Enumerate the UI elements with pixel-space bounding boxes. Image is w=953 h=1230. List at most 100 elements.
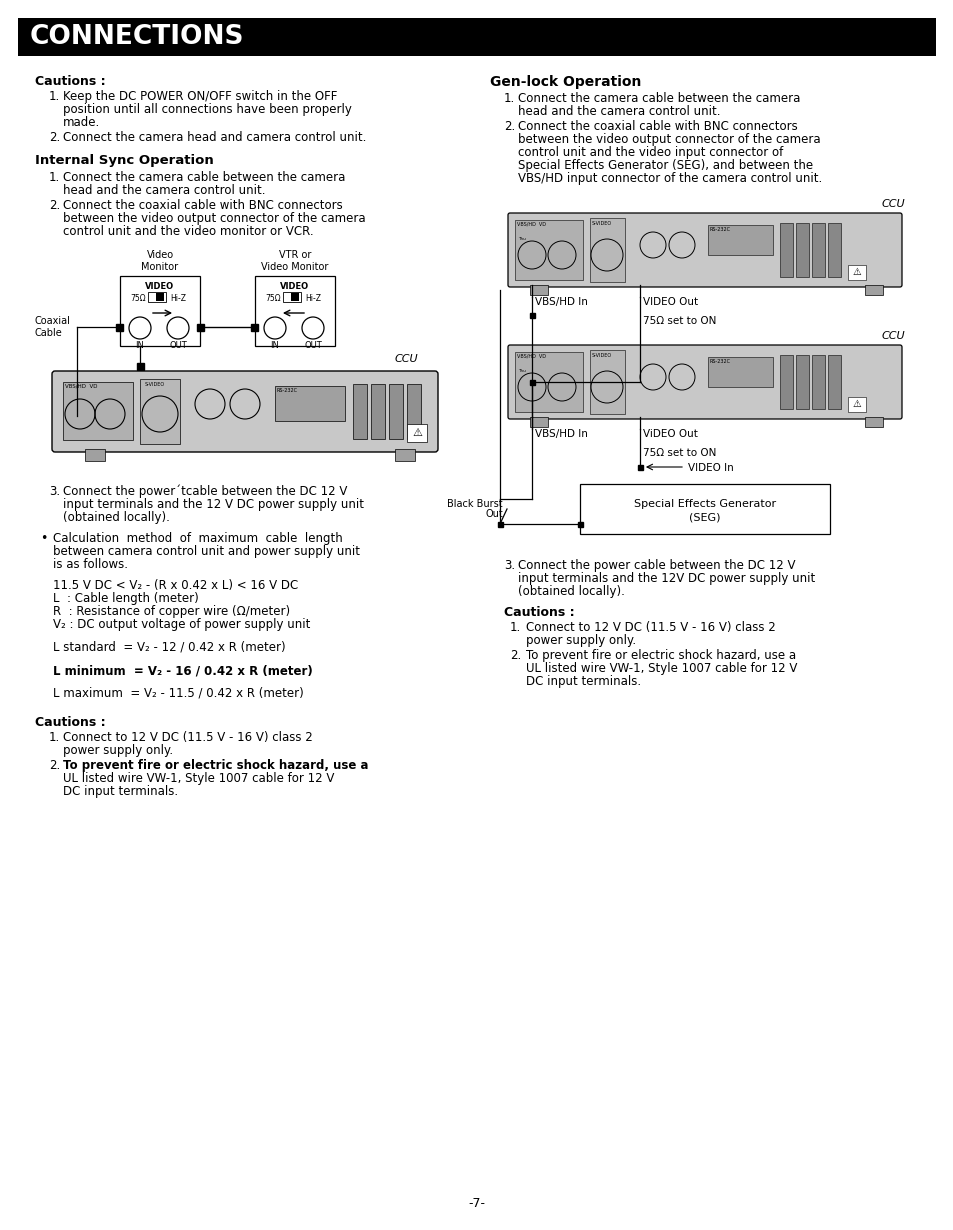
FancyBboxPatch shape (196, 323, 204, 331)
FancyBboxPatch shape (52, 371, 437, 451)
FancyBboxPatch shape (707, 357, 772, 387)
Text: is as follows.: is as follows. (53, 558, 128, 571)
FancyBboxPatch shape (63, 383, 132, 440)
Text: L minimum  = V₂ - 16 / 0.42 x R (meter): L minimum = V₂ - 16 / 0.42 x R (meter) (53, 664, 313, 676)
Text: head and the camera control unit.: head and the camera control unit. (63, 184, 265, 197)
Text: Connect the camera cable between the camera: Connect the camera cable between the cam… (517, 92, 800, 105)
Text: IN: IN (271, 341, 279, 351)
Text: -7-: -7- (468, 1197, 485, 1210)
Text: Cautions :: Cautions : (35, 716, 106, 729)
Text: power supply only.: power supply only. (525, 633, 636, 647)
Text: S-VIDEO: S-VIDEO (145, 383, 165, 387)
FancyBboxPatch shape (589, 218, 624, 282)
Text: Cautions :: Cautions : (35, 75, 106, 89)
Text: Cautions :: Cautions : (503, 606, 574, 619)
Text: VBS/HD  VD: VBS/HD VD (65, 384, 97, 389)
Text: Connect the coaxial cable with BNC connectors: Connect the coaxial cable with BNC conne… (517, 121, 797, 133)
Text: DC input terminals.: DC input terminals. (525, 675, 640, 688)
Text: VBS/HD  VD: VBS/HD VD (517, 354, 545, 359)
Text: RS-232C: RS-232C (709, 228, 730, 232)
FancyBboxPatch shape (116, 323, 123, 331)
Text: 2.: 2. (49, 199, 60, 212)
FancyBboxPatch shape (274, 386, 345, 421)
FancyBboxPatch shape (827, 223, 841, 277)
Text: Special Effects Generator (SEG), and between the: Special Effects Generator (SEG), and bet… (517, 159, 812, 172)
Text: 1.: 1. (49, 171, 60, 184)
Text: input terminals and the 12V DC power supply unit: input terminals and the 12V DC power sup… (517, 572, 815, 585)
Text: 3.: 3. (503, 558, 515, 572)
Text: 11.5 V DC < V₂ - (R x 0.42 x L) < 16 V DC: 11.5 V DC < V₂ - (R x 0.42 x L) < 16 V D… (53, 579, 298, 592)
Text: L  : Cable length (meter): L : Cable length (meter) (53, 592, 198, 605)
FancyBboxPatch shape (811, 355, 824, 410)
FancyBboxPatch shape (85, 449, 105, 461)
Text: between camera control unit and power supply unit: between camera control unit and power su… (53, 545, 359, 558)
FancyBboxPatch shape (389, 384, 402, 439)
FancyBboxPatch shape (530, 312, 535, 319)
Text: made.: made. (63, 116, 100, 129)
FancyBboxPatch shape (407, 424, 427, 442)
Text: RS-232C: RS-232C (709, 359, 730, 364)
FancyBboxPatch shape (120, 276, 200, 346)
Text: Hi-Z: Hi-Z (305, 294, 320, 303)
FancyBboxPatch shape (283, 292, 301, 303)
FancyBboxPatch shape (579, 483, 829, 534)
Text: VIDEO: VIDEO (145, 282, 174, 292)
Text: Thu: Thu (517, 237, 525, 241)
Text: Connect to 12 V DC (11.5 V - 16 V) class 2: Connect to 12 V DC (11.5 V - 16 V) class… (63, 731, 313, 744)
Text: 2.: 2. (49, 132, 60, 144)
Text: OUT: OUT (304, 341, 321, 351)
Text: control unit and the video input connector of: control unit and the video input connect… (517, 146, 782, 159)
Text: between the video output connector of the camera: between the video output connector of th… (517, 133, 820, 146)
FancyBboxPatch shape (707, 225, 772, 255)
Text: Video
Monitor: Video Monitor (141, 250, 178, 272)
Text: Black Burst: Black Burst (447, 499, 502, 509)
FancyBboxPatch shape (864, 285, 882, 295)
Text: CONNECTIONS: CONNECTIONS (30, 25, 244, 50)
Text: UL listed wire VW-1, Style 1007 cable for 12 V: UL listed wire VW-1, Style 1007 cable fo… (525, 662, 797, 675)
Text: Special Effects Generator: Special Effects Generator (634, 499, 775, 509)
Text: 2.: 2. (503, 121, 515, 133)
Text: L maximum  = V₂ - 11.5 / 0.42 x R (meter): L maximum = V₂ - 11.5 / 0.42 x R (meter) (53, 688, 303, 700)
FancyBboxPatch shape (515, 220, 582, 280)
Text: L standard  = V₂ - 12 / 0.42 x R (meter): L standard = V₂ - 12 / 0.42 x R (meter) (53, 641, 285, 654)
FancyBboxPatch shape (148, 292, 166, 303)
FancyBboxPatch shape (847, 397, 865, 412)
Text: 75Ω: 75Ω (130, 294, 146, 303)
Text: head and the camera control unit.: head and the camera control unit. (517, 105, 720, 118)
FancyBboxPatch shape (864, 417, 882, 427)
Text: 1.: 1. (503, 92, 515, 105)
Text: OUT: OUT (169, 341, 187, 351)
FancyBboxPatch shape (507, 344, 901, 419)
Text: Calculation  method  of  maximum  cable  length: Calculation method of maximum cable leng… (53, 533, 342, 545)
Text: Connect the power cable between the DC 12 V: Connect the power cable between the DC 1… (517, 558, 795, 572)
FancyBboxPatch shape (530, 380, 535, 385)
Text: Keep the DC POWER ON/OFF switch in the OFF: Keep the DC POWER ON/OFF switch in the O… (63, 90, 337, 103)
Text: To prevent fire or electric shock hazard, use a: To prevent fire or electric shock hazard… (63, 759, 368, 772)
Text: Thu: Thu (517, 369, 525, 373)
Text: CCU: CCU (395, 354, 418, 364)
Text: 75Ω set to ON: 75Ω set to ON (642, 448, 716, 458)
Text: •: • (40, 533, 48, 545)
Text: VBS/HD input connector of the camera control unit.: VBS/HD input connector of the camera con… (517, 172, 821, 184)
Text: position until all connections have been properly: position until all connections have been… (63, 103, 352, 116)
Text: CCU: CCU (881, 199, 904, 209)
Text: DC input terminals.: DC input terminals. (63, 785, 178, 798)
FancyBboxPatch shape (638, 465, 642, 470)
Text: 3.: 3. (49, 485, 60, 498)
FancyBboxPatch shape (137, 363, 144, 370)
Text: power supply only.: power supply only. (63, 744, 172, 756)
Text: 1.: 1. (49, 90, 60, 103)
FancyBboxPatch shape (251, 323, 257, 331)
Text: UL listed wire VW-1, Style 1007 cable for 12 V: UL listed wire VW-1, Style 1007 cable fo… (63, 772, 334, 785)
Text: (obtained locally).: (obtained locally). (517, 585, 624, 598)
Text: VBS/HD  VD: VBS/HD VD (517, 221, 545, 228)
Text: VTR or
Video Monitor: VTR or Video Monitor (261, 250, 329, 272)
FancyBboxPatch shape (507, 213, 901, 287)
Text: ⚠: ⚠ (852, 399, 861, 410)
FancyBboxPatch shape (530, 417, 547, 427)
Text: R  : Resistance of copper wire (Ω/meter): R : Resistance of copper wire (Ω/meter) (53, 605, 290, 617)
Text: Connect the coaxial cable with BNC connectors: Connect the coaxial cable with BNC conne… (63, 199, 342, 212)
Text: Connect the camera head and camera control unit.: Connect the camera head and camera contr… (63, 132, 366, 144)
Text: 2.: 2. (510, 649, 520, 662)
FancyBboxPatch shape (780, 355, 792, 410)
